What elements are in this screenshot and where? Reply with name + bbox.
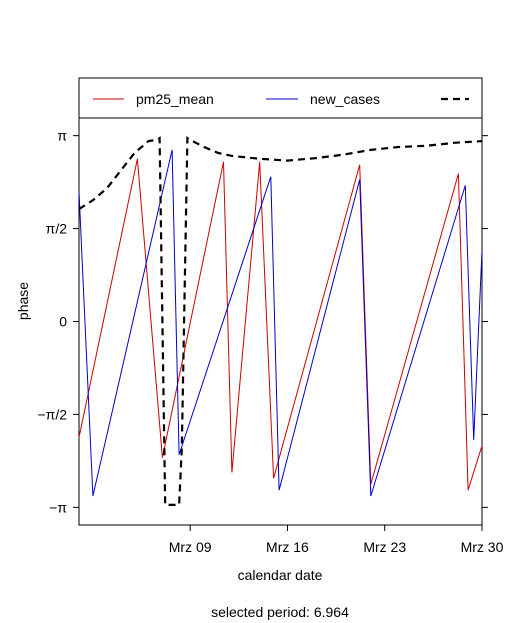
x-axis-title: calendar date xyxy=(238,567,323,583)
y-tick-label: −π xyxy=(49,499,67,515)
y-tick-label: π/2 xyxy=(46,221,68,237)
series-line-new-cases xyxy=(78,149,483,497)
y-axis-title: phase xyxy=(15,282,31,320)
legend-label: new_cases xyxy=(310,91,380,107)
series-layer xyxy=(78,136,483,506)
series-line-pm25-mean xyxy=(78,158,483,491)
y-axis: π π/2 0 −π/2 −π xyxy=(37,128,488,515)
x-tick-label: Mrz 30 xyxy=(461,539,504,555)
x-axis: Mrz 09 Mrz 16 Mrz 23 Mrz 30 xyxy=(169,525,504,555)
selected-period-value: 6.964 xyxy=(314,604,349,620)
footer-text: selected period: 6.964 xyxy=(211,604,349,620)
y-tick-label: 0 xyxy=(59,314,67,330)
x-tick-label: Mrz 16 xyxy=(266,539,309,555)
y-tick-label: π xyxy=(57,128,67,144)
y-tick-label: −π/2 xyxy=(37,406,67,422)
x-tick-label: Mrz 23 xyxy=(363,539,406,555)
series-line-dashed-series xyxy=(78,136,483,506)
x-tick-label: Mrz 09 xyxy=(169,539,212,555)
footer-prefix: selected period: xyxy=(211,604,310,620)
legend-label: pm25_mean xyxy=(136,91,214,107)
